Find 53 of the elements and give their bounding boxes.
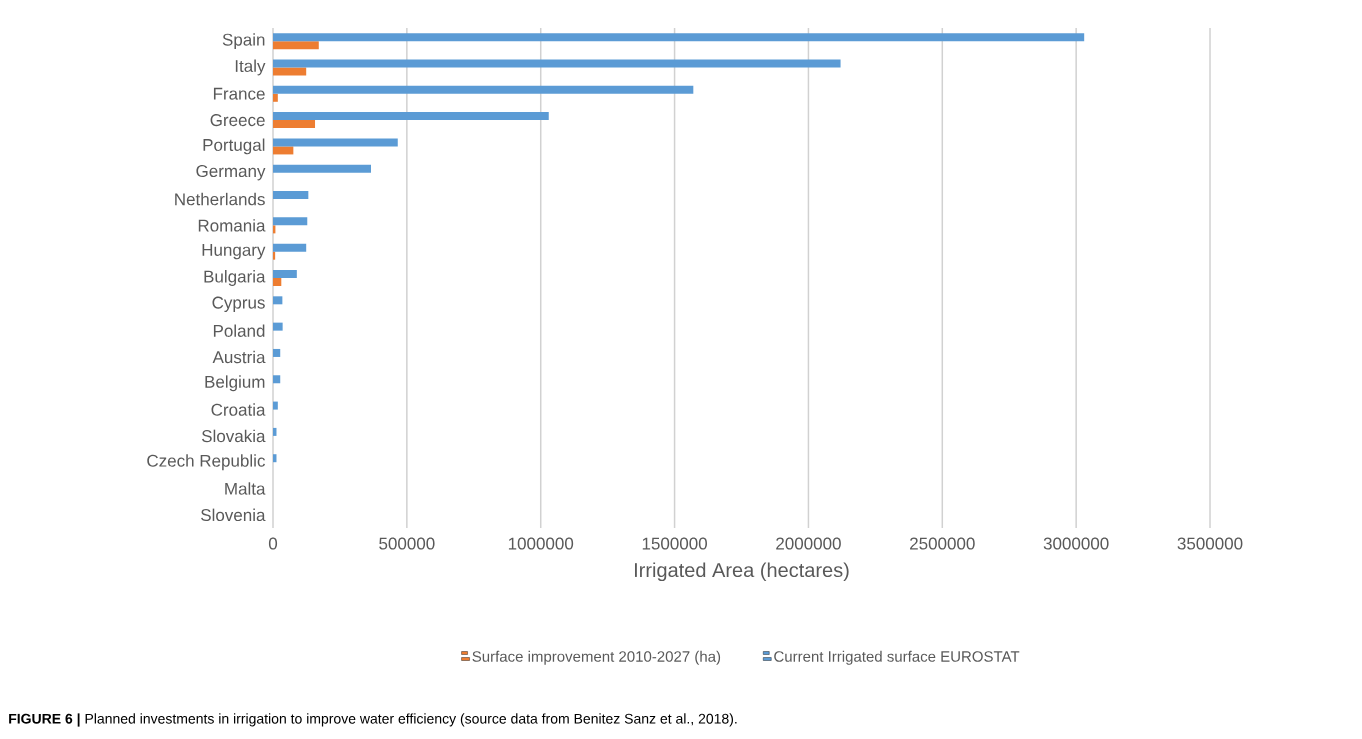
- bar: [273, 401, 278, 410]
- bar: [273, 191, 309, 200]
- bar: [273, 41, 319, 50]
- x-tick-label: 2500000: [910, 537, 975, 550]
- bar: [273, 93, 278, 102]
- y-tick-label: Germany: [196, 165, 266, 181]
- y-tick-label: Austria: [212, 350, 266, 364]
- x-tick-label: 3500000: [1177, 537, 1243, 550]
- bar: [273, 278, 282, 286]
- y-tick-label: Malta: [225, 482, 266, 495]
- bar: [273, 138, 398, 147]
- bar: [273, 67, 307, 76]
- text: FIGURE 6 | Planned investments in irrigation to improve water efficiency (source data from Benitez Sanz et al., 2018).: [9, 713, 737, 727]
- y-tick-label: Bulgaria: [204, 270, 266, 286]
- y-tick-label: Italy: [235, 59, 266, 76]
- bar: [273, 348, 281, 357]
- bar: [273, 33, 1085, 42]
- y-tick-label: Greece: [210, 114, 265, 127]
- y-tick-label: Croatia: [211, 403, 266, 416]
- bar: [273, 243, 307, 252]
- bar: [273, 164, 371, 173]
- x-tick-label: 2000000: [776, 537, 841, 550]
- x-tick-label: 0: [268, 537, 278, 550]
- legend-label: Surface improvement 2010-2027 (ha): [472, 650, 721, 665]
- bar: [273, 322, 283, 331]
- bar: [273, 251, 276, 260]
- bar: [273, 146, 294, 155]
- y-tick-label: Portugal: [203, 138, 265, 155]
- bar: [273, 120, 316, 129]
- bar: [273, 112, 549, 121]
- y-tick-label: Slovakia: [201, 429, 266, 443]
- bar: [273, 217, 308, 226]
- bar: [273, 296, 283, 305]
- bar: [273, 270, 297, 278]
- bar: [273, 59, 841, 68]
- legend-label: Current Irrigated surface EUROSTAT: [774, 650, 1020, 665]
- y-tick-label: Poland: [213, 324, 265, 337]
- y-tick-label: France: [213, 87, 265, 100]
- x-tick-label: 1500000: [642, 537, 707, 550]
- y-tick-label: Romania: [198, 219, 266, 232]
- bar: [273, 85, 694, 94]
- y-tick-label: Hungary: [202, 244, 266, 260]
- y-tick-label: Belgium: [205, 375, 265, 392]
- y-tick-label: Netherlands: [175, 192, 265, 206]
- x-axis-title: Irrigated Area (hectares): [634, 562, 849, 582]
- x-tick-label: 1000000: [508, 537, 574, 550]
- y-tick-label: Spain: [222, 33, 265, 50]
- x-tick-label: 3000000: [1043, 537, 1109, 550]
- bar: [273, 375, 281, 384]
- y-tick-label: Czech Republic: [147, 454, 265, 471]
- y-tick-label: Cyprus: [212, 296, 265, 313]
- y-tick-label: Slovenia: [201, 508, 266, 522]
- x-tick-label: 500000: [379, 537, 435, 550]
